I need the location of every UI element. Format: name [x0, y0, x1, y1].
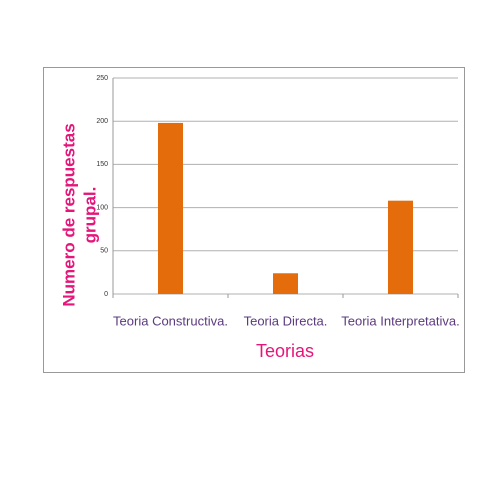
y-tick-label: 150 [96, 161, 108, 168]
y-tick-label: 100 [96, 204, 108, 211]
x-axis-label: Teorias [256, 341, 314, 361]
y-axis-label: Numero de respuestas grupal. [59, 123, 99, 306]
y-axis-label-line: Numero de respuestas [59, 123, 78, 306]
y-tick-label: 250 [96, 75, 108, 82]
y-tick-label: 50 [100, 248, 108, 255]
bar [273, 273, 298, 294]
x-tick-label: Teoria Interpretativa. [341, 313, 460, 328]
y-tick-label: 0 [104, 291, 108, 298]
x-tick-label: Teoria Constructiva. [113, 313, 228, 328]
y-tick-label: 200 [96, 118, 108, 125]
y-axis-label-line: grupal. [80, 187, 99, 244]
bar [388, 200, 413, 294]
x-tick-label: Teoria Directa. [244, 313, 328, 328]
bar [158, 122, 183, 294]
